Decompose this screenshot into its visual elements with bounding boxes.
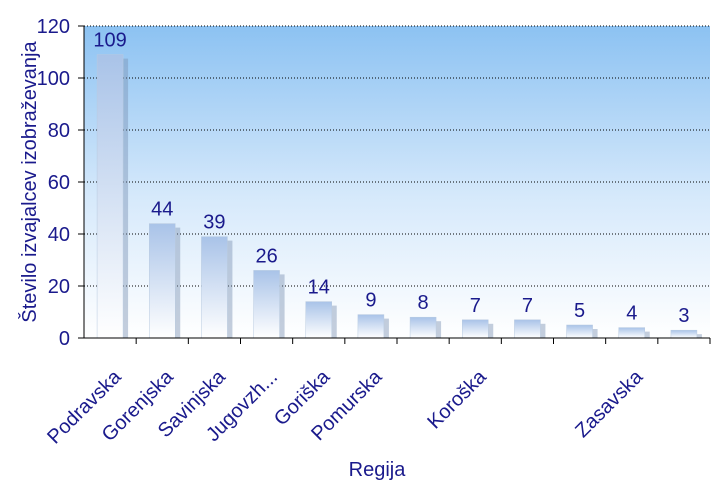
y-tick-label: 40 bbox=[48, 224, 70, 246]
bar bbox=[253, 270, 280, 339]
y-axis-title: Število izvajalcev izobraževanja bbox=[18, 40, 41, 322]
bar bbox=[462, 319, 489, 339]
x-tick-label: Zasavska bbox=[571, 365, 648, 442]
data-label: 7 bbox=[522, 295, 533, 317]
bar bbox=[149, 223, 176, 339]
bar bbox=[357, 314, 385, 339]
data-label: 44 bbox=[151, 199, 173, 221]
y-tick-label: 120 bbox=[37, 16, 70, 38]
axes bbox=[78, 25, 711, 344]
y-tick-label: 100 bbox=[37, 68, 70, 90]
y-tick-label: 20 bbox=[48, 276, 70, 298]
bar bbox=[618, 327, 645, 339]
bar bbox=[409, 316, 437, 339]
bar bbox=[566, 324, 593, 339]
data-label: 8 bbox=[418, 292, 429, 314]
bar bbox=[670, 329, 698, 339]
bar bbox=[96, 54, 124, 339]
data-label: 26 bbox=[255, 245, 277, 267]
data-label: 7 bbox=[470, 295, 481, 317]
y-tick-label: 60 bbox=[48, 172, 70, 194]
data-label: 3 bbox=[678, 305, 689, 327]
data-label: 4 bbox=[626, 303, 637, 325]
data-label: 14 bbox=[308, 277, 330, 299]
x-tick-label: Koroška bbox=[423, 365, 491, 433]
x-axis-title: Regija bbox=[349, 459, 407, 481]
data-label: 9 bbox=[365, 290, 376, 312]
bar bbox=[201, 236, 228, 339]
bars bbox=[96, 54, 702, 339]
bar bbox=[514, 319, 541, 339]
data-label: 5 bbox=[574, 300, 585, 322]
data-label: 39 bbox=[203, 212, 225, 234]
bar bbox=[305, 301, 332, 339]
data-label: 109 bbox=[93, 30, 126, 52]
y-tick-label: 80 bbox=[48, 120, 70, 142]
y-tick-label: 0 bbox=[59, 328, 70, 350]
grid-lines bbox=[84, 25, 710, 287]
